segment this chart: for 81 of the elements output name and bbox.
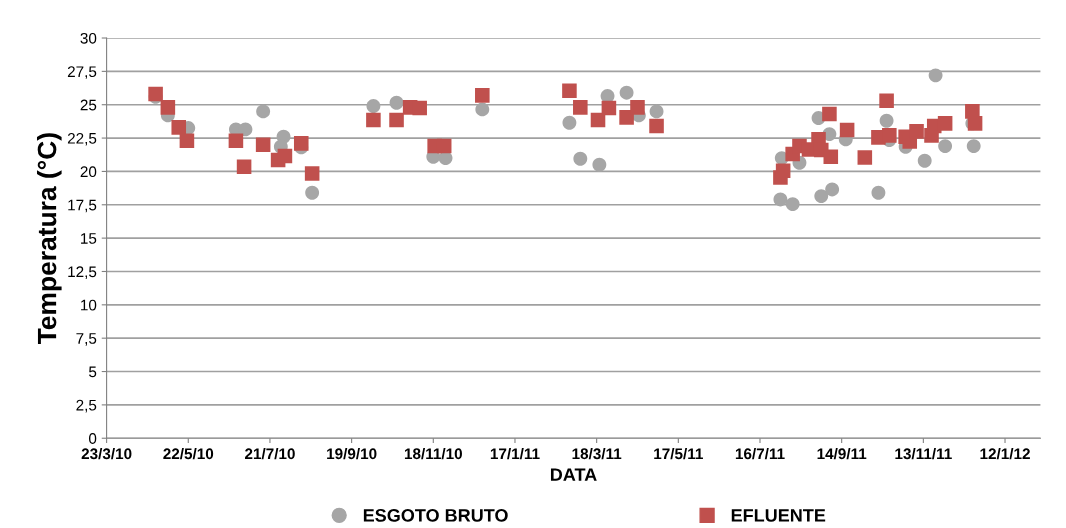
point [412, 100, 427, 116]
point [366, 99, 381, 113]
point [366, 112, 381, 128]
y-tick-label: 27,5 [67, 66, 97, 79]
y-tick-label: 22,5 [67, 132, 97, 146]
x-tick-label: 16/7/11 [735, 447, 785, 460]
point [619, 110, 634, 125]
legend-label: ESGOTO BRUTO [363, 509, 508, 522]
y-tick-label: 12,5 [68, 266, 97, 279]
point [160, 100, 176, 115]
point [573, 151, 588, 166]
point [236, 159, 252, 175]
point [917, 153, 932, 168]
y-axis-title: Temperatura (°C) [36, 133, 62, 345]
y-tick-label: 5 [88, 366, 97, 378]
point [909, 124, 924, 139]
x-tick-label: 17/5/11 [654, 447, 703, 460]
point [179, 133, 195, 149]
x-tick-label: 18/3/11 [572, 447, 622, 460]
x-tick-label: 19/9/10 [327, 447, 377, 460]
point [966, 139, 981, 154]
point [255, 137, 271, 153]
point [475, 102, 490, 117]
point [630, 100, 645, 115]
y-tick-label: 15 [81, 233, 97, 244]
y-tick-label: 0 [88, 433, 97, 444]
x-tick-label: 14/9/11 [817, 447, 867, 460]
point [601, 100, 617, 116]
point [619, 85, 634, 100]
point [573, 100, 588, 115]
point [277, 148, 293, 164]
x-tick-label: 12/1/12 [980, 447, 1030, 460]
point [389, 112, 404, 128]
y-tick-label: 17,5 [68, 199, 97, 213]
point [238, 122, 253, 137]
x-tick-label: 17/1/11 [490, 447, 540, 460]
x-tick-label: 21/7/10 [245, 447, 295, 460]
point [592, 157, 607, 172]
point [879, 93, 894, 108]
x-tick-label: 23/3/10 [81, 447, 132, 460]
point [879, 113, 894, 128]
point [814, 189, 829, 204]
x-tick-label: 22/5/10 [163, 447, 214, 460]
point [293, 136, 309, 151]
point [825, 182, 840, 197]
point [305, 185, 320, 200]
point [389, 95, 404, 110]
point [562, 83, 577, 98]
point [928, 68, 943, 83]
point [882, 128, 897, 143]
point [438, 151, 453, 166]
point [562, 115, 577, 130]
x-tick-label: 13/11/11 [895, 447, 952, 460]
point [839, 122, 855, 138]
point [938, 139, 953, 154]
point [785, 197, 800, 212]
point [937, 116, 953, 131]
point [773, 192, 788, 207]
point [823, 149, 839, 165]
point [775, 163, 791, 179]
x-tick-label: 18/11/10 [404, 447, 462, 460]
point [304, 166, 320, 181]
point [475, 88, 490, 103]
y-tick-label: 7,5 [76, 333, 97, 346]
point [436, 138, 452, 154]
point [590, 112, 606, 128]
point [256, 104, 271, 119]
point [171, 120, 187, 135]
x-axis-title: DATA [550, 468, 597, 481]
point [649, 104, 664, 119]
y-tick-label: 25 [80, 99, 97, 111]
y-tick-label: 30 [80, 32, 97, 44]
legend-label: EFLUENTE [731, 509, 826, 522]
point [871, 185, 886, 200]
point [822, 106, 837, 122]
point [228, 133, 244, 149]
y-tick-label: 20 [80, 166, 97, 178]
point [649, 118, 664, 134]
point [857, 150, 873, 165]
y-tick-label: 10 [81, 299, 97, 311]
y-tick-label: 2,5 [76, 399, 97, 413]
